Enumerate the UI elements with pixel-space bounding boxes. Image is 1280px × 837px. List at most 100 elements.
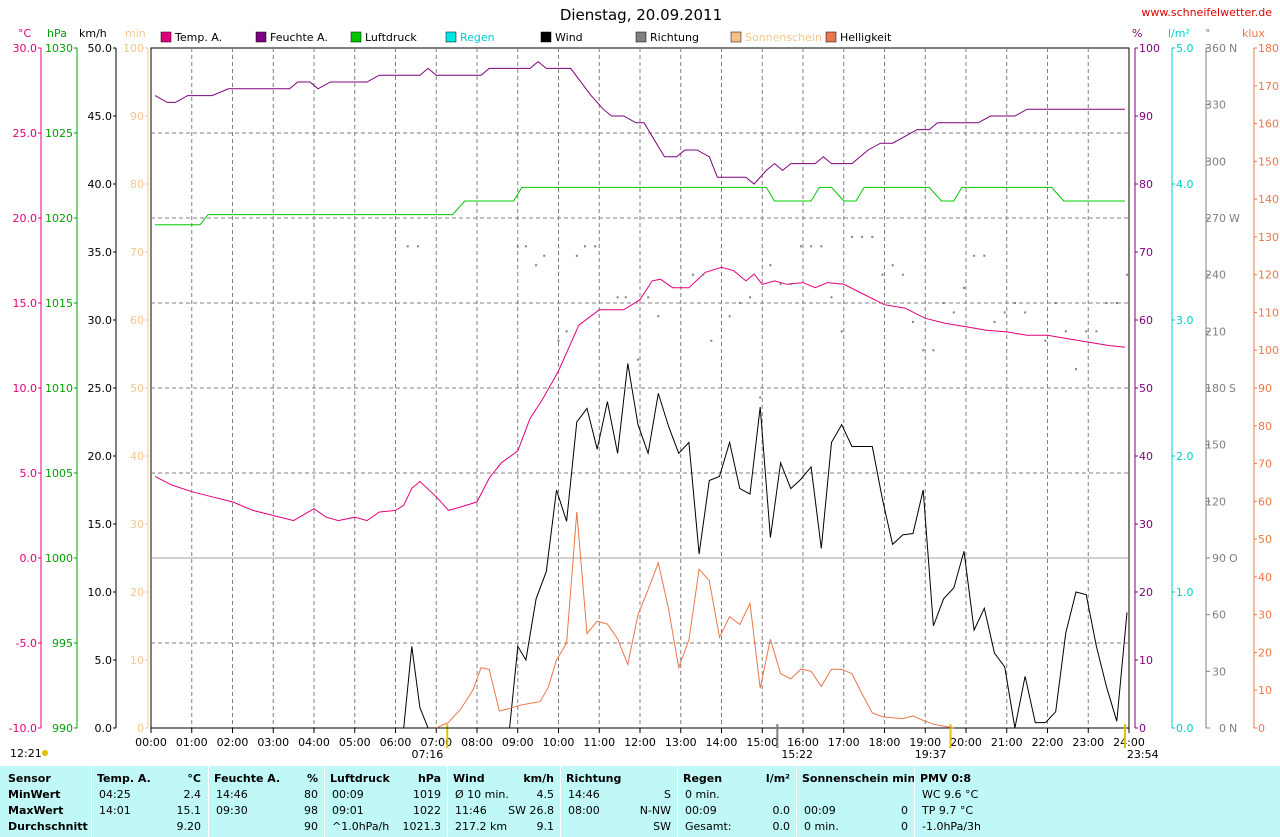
left-axis-label: 50 xyxy=(130,382,144,395)
x-tick-label: 18:00 xyxy=(869,736,901,749)
summary-value: 1022 xyxy=(413,804,441,817)
left-axis-label: -10.0 xyxy=(9,722,37,735)
direction-point xyxy=(779,283,782,286)
left-axis-label: 5.0 xyxy=(20,467,38,480)
left-axis-label: 15.0 xyxy=(88,518,113,531)
direction-point xyxy=(820,245,823,248)
left-axis-label: 15.0 xyxy=(13,297,38,310)
weather-chart: 00:00 01:00 02:00 03:00 04:00 05:00 06:00 07:00… xyxy=(9,6,1279,761)
x-tick-label: 11:00 xyxy=(583,736,615,749)
right-axis-label: 50 xyxy=(1139,382,1153,395)
direction-point xyxy=(416,245,419,248)
direction-axis-label: 30 xyxy=(1212,665,1226,678)
summary-time: Ø 10 min. xyxy=(455,788,509,801)
direction-axis-label: 150 xyxy=(1205,439,1226,452)
summary-column-title: Sensor xyxy=(8,772,51,785)
x-tick-label: 09:00 xyxy=(502,736,534,749)
site-url[interactable]: www.schneifelwetter.de xyxy=(1141,6,1272,19)
time-marker-label-now: 23:54 xyxy=(1127,748,1159,761)
direction-axis-label: 90 xyxy=(1212,552,1226,565)
direction-point xyxy=(636,358,639,361)
direction-axis-label: 240 xyxy=(1205,269,1226,282)
x-tick-label: 08:00 xyxy=(461,736,493,749)
direction-point xyxy=(1095,330,1098,333)
summary-value: N-NW xyxy=(639,804,671,817)
summary-time: 00:09 xyxy=(804,804,836,817)
left-axis-label: 30 xyxy=(130,518,144,531)
direction-axis-label: 120 xyxy=(1205,495,1226,508)
direction-point xyxy=(575,254,578,257)
summary-column-title: Regen xyxy=(683,772,723,785)
summary-value: 15.1 xyxy=(176,804,202,817)
direction-axis-compass: W xyxy=(1229,212,1240,225)
right-axis-label: 30 xyxy=(1139,518,1153,531)
left-axis-label: 50.0 xyxy=(88,42,113,55)
direction-point xyxy=(912,320,915,323)
direction-point xyxy=(901,273,904,276)
legend-label: Temp. A. xyxy=(174,31,222,44)
direction-point xyxy=(1115,302,1118,304)
left-axis-label: 30.0 xyxy=(88,314,113,327)
direction-point xyxy=(830,296,833,299)
direction-axis-label: 270 xyxy=(1205,212,1226,225)
right-axis-label: 1.0 xyxy=(1176,586,1194,599)
summary-column-title: PMV 0:8 xyxy=(920,772,972,785)
direction-point xyxy=(657,315,660,318)
right-axis-label: 0 xyxy=(1139,722,1146,735)
left-axis-label: 10 xyxy=(130,654,144,667)
direction-axis-label: 180 xyxy=(1205,382,1226,395)
left-axis-label: 80 xyxy=(130,178,144,191)
summary-value: 80 xyxy=(304,788,318,801)
left-axis-label: 1005 xyxy=(45,467,73,480)
direction-point xyxy=(1125,273,1128,276)
summary-column: PMV 0:8 WC 9.6 °C TP 9.7 °C -1.0hPa/3h xyxy=(920,766,1040,837)
left-axis-label: 20 xyxy=(130,586,144,599)
direction-point xyxy=(1064,330,1067,333)
left-axis-label: 40.0 xyxy=(88,178,113,191)
right-axis-label: 170 xyxy=(1258,80,1279,93)
legend-swatch xyxy=(730,31,742,43)
series xyxy=(151,60,1128,729)
x-tick-label: 13:00 xyxy=(665,736,697,749)
left-axis-label: 1025 xyxy=(45,127,73,140)
left-axis-label: 995 xyxy=(52,637,73,650)
series-line-wind xyxy=(403,363,1128,729)
direction-point xyxy=(1003,311,1006,314)
legend-swatch xyxy=(160,31,172,43)
legend-label: Feuchte A. xyxy=(270,31,328,44)
direction-point xyxy=(1054,302,1057,304)
direction-axis-compass: S xyxy=(1229,382,1236,395)
direction-point xyxy=(871,235,874,238)
left-axis-label: 0 xyxy=(137,722,144,735)
x-tick-label: 16:00 xyxy=(787,736,819,749)
summary-row-label: MaxWert xyxy=(8,804,64,817)
summary-time: 00:09 xyxy=(332,788,364,801)
summary-column-title: Sonnenschein min xyxy=(802,772,916,785)
right-axis-label: 60 xyxy=(1139,314,1153,327)
summary-separator xyxy=(324,766,325,837)
direction-point xyxy=(840,330,843,333)
x-tick-label: 22:00 xyxy=(1032,736,1064,749)
summary-column-unit: l/m² xyxy=(765,772,790,785)
x-tick-label: 04:00 xyxy=(298,736,330,749)
right-axis-label: 60 xyxy=(1258,495,1272,508)
summary-row-label: MinWert xyxy=(8,788,61,801)
right-axis-label: 180 xyxy=(1258,42,1279,55)
summary-value: 1021.3 xyxy=(402,820,442,833)
series-line-temp-a- xyxy=(154,266,1125,522)
summary-value: 9.20 xyxy=(176,820,202,833)
x-tick-label: 12:00 xyxy=(624,736,656,749)
x-tick-label: 17:00 xyxy=(828,736,860,749)
direction-point xyxy=(406,245,409,248)
summary-column-title: Wind xyxy=(453,772,485,785)
direction-point xyxy=(1075,368,1078,371)
unit-wind: km/h xyxy=(79,27,107,40)
summary-time: WC 9.6 °C xyxy=(922,788,979,801)
left-axis-label: 1000 xyxy=(45,552,73,565)
right-axis-label: 90 xyxy=(1258,382,1272,395)
direction-point xyxy=(769,264,772,267)
right-axis-label: 40 xyxy=(1139,450,1153,463)
direction-point xyxy=(691,273,694,276)
right-axis-label: 4.0 xyxy=(1176,178,1194,191)
unit-brightness: klux xyxy=(1242,27,1265,40)
